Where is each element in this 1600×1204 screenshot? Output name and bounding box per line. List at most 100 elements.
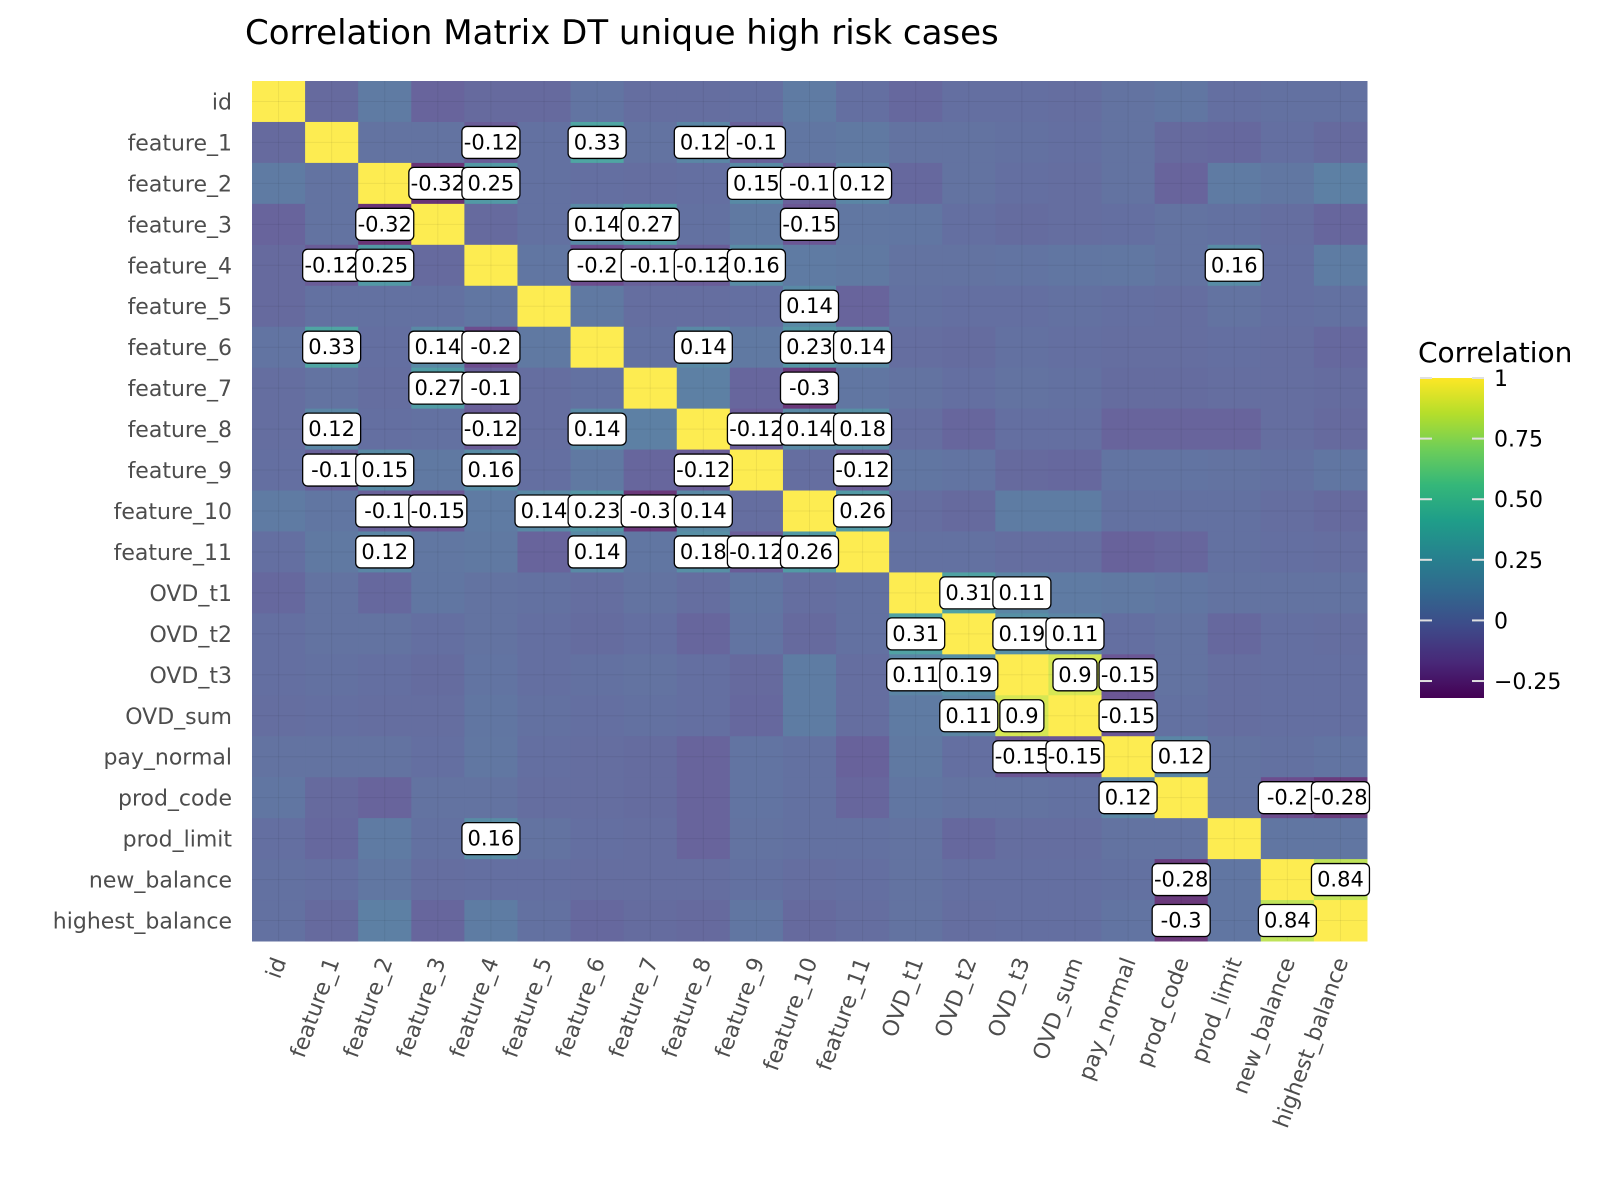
value-label-box bbox=[301, 412, 362, 446]
heatmap-cell-OVD_sum-id bbox=[252, 695, 306, 737]
heatmap-cell-feature_2-OVD_t3 bbox=[995, 162, 1049, 205]
value-label-box bbox=[939, 699, 999, 733]
heatmap-cell-OVD_sum-feature_1 bbox=[305, 695, 359, 737]
y-tick-label-feature_7: feature_7 bbox=[128, 377, 232, 402]
y-tick-label-feature_3: feature_3 bbox=[128, 213, 232, 238]
heatmap-cell-prod_code-feature_10 bbox=[782, 777, 837, 819]
value-label-text: 0.14 bbox=[574, 417, 621, 441]
value-label-text: -0.15 bbox=[1048, 745, 1102, 769]
value-label-text: 0.27 bbox=[627, 212, 674, 236]
value-label-text: -0.2 bbox=[1267, 786, 1308, 810]
heatmap-cell-id-feature_5 bbox=[517, 81, 572, 123]
heatmap-cell-OVD_t2-feature_7 bbox=[623, 613, 678, 655]
heatmap-cell-id-feature_8 bbox=[676, 81, 731, 123]
heatmap-cell-feature_6-OVD_sum bbox=[1048, 326, 1103, 369]
value-label-text: 0.15 bbox=[361, 458, 408, 482]
heatmap-cell-feature_6-pay_normal bbox=[1101, 326, 1156, 369]
x-tick-label-OVD_t1: OVD_t1 bbox=[878, 955, 930, 1041]
heatmap-cell-feature_5-feature_5 bbox=[517, 285, 572, 328]
value-label-pay_normal-prod_code: 0.12 bbox=[1151, 740, 1211, 774]
heatmap-cell-feature_3-feature_3 bbox=[411, 203, 465, 246]
heatmap-cell-highest_balance-feature_6 bbox=[570, 900, 625, 942]
value-label-text: 0.16 bbox=[1211, 253, 1258, 277]
heatmap-cell-pay_normal-feature_2 bbox=[358, 736, 412, 778]
heatmap-cell-prod_code-feature_9 bbox=[729, 777, 784, 819]
heatmap-cell-OVD_sum-feature_2 bbox=[358, 695, 412, 737]
heatmap-cell-prod_limit-id bbox=[252, 818, 306, 860]
value-label-prod_limit-feature_4: 0.16 bbox=[461, 821, 521, 856]
value-label-box bbox=[461, 371, 521, 405]
heatmap-cell-new_balance-feature_2 bbox=[358, 859, 412, 901]
heatmap-cell-id-pay_normal bbox=[1101, 81, 1156, 123]
heatmap-cell-OVD_sum-feature_10 bbox=[782, 695, 837, 737]
heatmap-cell-new_balance-feature_9 bbox=[729, 859, 784, 901]
value-label-highest_balance-prod_code: -0.3 bbox=[1151, 903, 1211, 938]
heatmap-cell-OVD_t1-OVD_sum bbox=[1048, 572, 1103, 614]
value-label-box bbox=[999, 699, 1045, 733]
value-label-box bbox=[461, 330, 521, 364]
value-labels: -0.12 0.33 0.12 -0.1-0.32 0.25 0.15 -0.1 0.12-0… bbox=[301, 125, 1371, 938]
heatmap-cell-feature_7-new_balance bbox=[1260, 367, 1315, 410]
heatmap-cell-prod_limit-feature_6 bbox=[570, 818, 625, 860]
heatmap-cell-feature_8-OVD_t3 bbox=[995, 408, 1049, 451]
x-tick-label-id: id bbox=[262, 955, 292, 982]
heatmap-cell-OVD_t2-feature_10 bbox=[782, 613, 837, 655]
heatmap-cell-feature_1-prod_limit bbox=[1207, 121, 1262, 164]
value-label-feature_4-feature_7: -0.1 bbox=[620, 248, 680, 282]
value-label-box bbox=[1098, 781, 1158, 815]
heatmap-cell-feature_9-feature_6 bbox=[570, 449, 625, 492]
heatmap-cell-new_balance-feature_11 bbox=[836, 859, 890, 901]
value-label-OVD_t1-OVD_t2: 0.31 bbox=[939, 576, 999, 610]
heatmap-cell-feature_11-feature_5 bbox=[517, 531, 572, 573]
value-label-text: 0.31 bbox=[892, 622, 939, 646]
value-label-feature_2-feature_10: -0.1 bbox=[779, 166, 840, 201]
heatmap-cell-feature_7-id bbox=[252, 367, 306, 410]
heatmap-cell-feature_2-feature_8 bbox=[676, 162, 731, 205]
value-label-text: 0.33 bbox=[308, 335, 355, 359]
heatmap-cell-OVD_t3-feature_11 bbox=[836, 654, 890, 696]
y-tick-label-OVD_t2: OVD_t2 bbox=[149, 623, 232, 648]
heatmap-cell-feature_9-prod_code bbox=[1154, 449, 1209, 492]
heatmap-cell-prod_limit-feature_3 bbox=[411, 818, 465, 860]
x-tick-label-feature_3: feature_3 bbox=[392, 955, 451, 1062]
value-label-text: 0.31 bbox=[945, 581, 992, 605]
heatmap-cell-feature_1-OVD_t2 bbox=[942, 121, 996, 164]
heatmap-cell-feature_5-feature_7 bbox=[623, 285, 678, 328]
value-label-text: 0.84 bbox=[1264, 909, 1311, 933]
heatmap-cell-OVD_t3-prod_code bbox=[1154, 654, 1209, 696]
y-tick-label-feature_2: feature_2 bbox=[128, 172, 232, 197]
heatmap-cell-id-feature_3 bbox=[411, 81, 465, 123]
heatmap-cell-id-id bbox=[252, 81, 306, 123]
heatmap-cell-highest_balance-feature_1 bbox=[305, 900, 359, 942]
heatmap-cell-new_balance-prod_limit bbox=[1207, 859, 1262, 901]
value-label-feature_2-feature_3: -0.32 bbox=[408, 166, 468, 201]
heatmap-cell-feature_7-OVD_t2 bbox=[942, 367, 996, 410]
heatmap-cell-feature_10-prod_code bbox=[1154, 490, 1209, 532]
heatmap-cell-feature_7-feature_11 bbox=[836, 367, 890, 410]
heatmap-cell-feature_8-OVD_t2 bbox=[942, 408, 996, 451]
heatmap-cell-feature_1-OVD_sum bbox=[1048, 121, 1103, 164]
value-label-feature_11-feature_8: 0.18 bbox=[673, 535, 733, 569]
value-label-pay_normal-OVD_t3: -0.15 bbox=[992, 740, 1052, 774]
value-label-box bbox=[461, 125, 521, 160]
value-label-box bbox=[779, 371, 840, 405]
heatmap-cell-prod_code-OVD_t3 bbox=[995, 777, 1049, 819]
heatmap-cell-feature_11-feature_3 bbox=[411, 531, 465, 573]
heatmap-cell-prod_code-feature_6 bbox=[570, 777, 625, 819]
heatmap-cell-OVD_sum-feature_6 bbox=[570, 695, 625, 737]
heatmap-cell-prod_limit-prod_code bbox=[1154, 818, 1209, 860]
heatmap-cell-feature_9-feature_3 bbox=[411, 449, 465, 492]
heatmap-cell-OVD_t2-prod_code bbox=[1154, 613, 1209, 655]
heatmap-cell-OVD_t3-feature_7 bbox=[623, 654, 678, 696]
heatmap-cell-prod_limit-feature_2 bbox=[358, 818, 412, 860]
heatmap-cell-feature_6-feature_6 bbox=[570, 326, 625, 369]
value-label-text: 0.23 bbox=[786, 335, 833, 359]
heatmap-cell-feature_11-prod_code bbox=[1154, 531, 1209, 573]
value-label-text: 0.25 bbox=[361, 253, 408, 277]
value-label-box bbox=[461, 821, 521, 856]
heatmap-cell-id-OVD_t1 bbox=[889, 81, 943, 123]
heatmap-cell-feature_7-prod_code bbox=[1154, 367, 1209, 410]
heatmap-cell-feature_5-feature_9 bbox=[729, 285, 784, 328]
heatmap-cell-feature_8-new_balance bbox=[1260, 408, 1315, 451]
